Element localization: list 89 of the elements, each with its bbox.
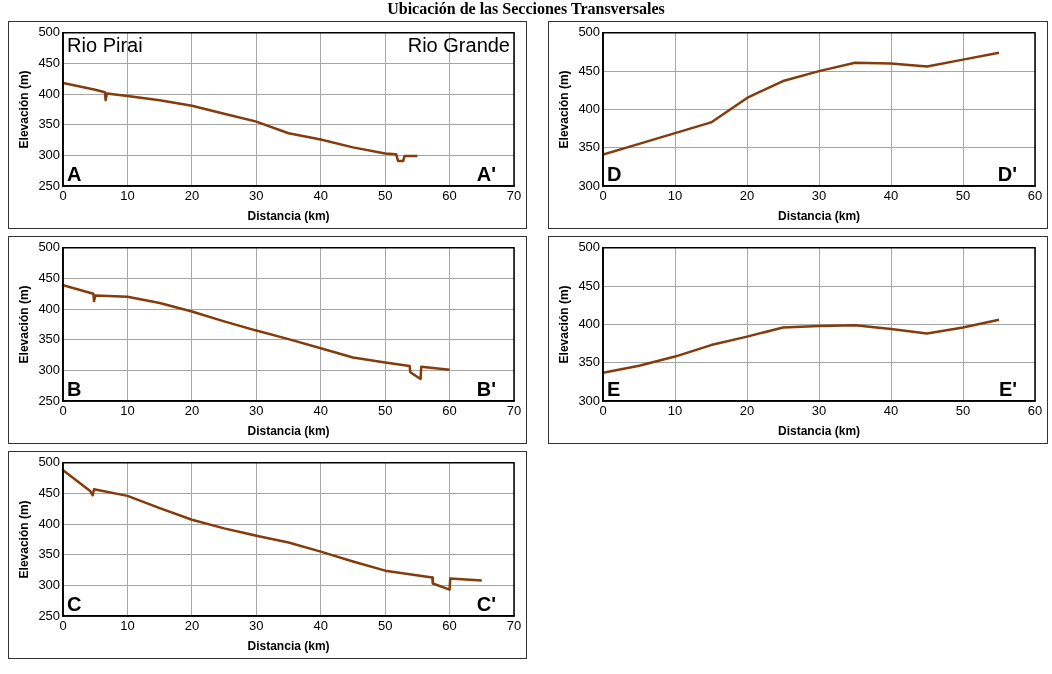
x-axis-title: Distancia (km) [247, 639, 330, 654]
x-tick-label: 60 [442, 188, 457, 204]
annotation: B [67, 377, 82, 400]
y-tick-label: 500 [578, 239, 601, 255]
y-tick-label: 250 [38, 607, 61, 623]
y-axis-title: Elevación (m) [16, 70, 31, 149]
annotation: E' [998, 377, 1017, 400]
x-tick-label: 0 [59, 188, 67, 204]
y-tick-label: 500 [38, 239, 61, 255]
y-axis-title: Elevación (m) [556, 70, 571, 149]
y-tick-label: 400 [38, 300, 61, 316]
x-tick-label: 70 [506, 188, 522, 204]
annotation: D' [997, 162, 1017, 185]
x-tick-label: 40 [883, 403, 899, 419]
y-tick-label: 350 [38, 331, 61, 347]
x-tick-label: 0 [59, 618, 67, 634]
x-tick-label: 20 [184, 403, 200, 419]
x-tick-label: 30 [249, 618, 264, 634]
annotation: A [67, 162, 82, 185]
y-tick-label: 400 [38, 85, 61, 101]
y-axis-title: Elevación (m) [16, 500, 31, 579]
annotation: C [67, 592, 82, 615]
x-axis-title: Distancia (km) [247, 424, 330, 439]
annotation: E [607, 377, 621, 400]
x-tick-label: 60 [442, 618, 457, 634]
x-tick-label: 30 [249, 403, 264, 419]
annotation: A' [476, 162, 496, 185]
y-tick-label: 450 [38, 485, 61, 501]
x-tick-label: 70 [506, 403, 522, 419]
annotation: Rio Grande [407, 34, 510, 57]
x-tick-label: 60 [442, 403, 457, 419]
x-tick-label: 30 [811, 403, 827, 419]
annotation: D [607, 162, 622, 185]
x-tick-label: 20 [739, 403, 755, 419]
y-tick-label: 400 [578, 100, 601, 116]
x-tick-label: 50 [377, 188, 393, 204]
x-tick-label: 0 [599, 188, 607, 204]
x-axis-title: Distancia (km) [247, 209, 330, 224]
x-tick-label: 40 [883, 188, 899, 204]
x-tick-label: 30 [249, 188, 264, 204]
y-tick-label: 350 [578, 354, 601, 370]
x-tick-label: 70 [506, 618, 522, 634]
x-tick-label: 40 [313, 188, 328, 204]
y-tick-label: 300 [38, 146, 61, 162]
y-tick-label: 350 [578, 139, 601, 155]
x-tick-label: 0 [599, 403, 607, 419]
x-tick-label: 20 [184, 188, 200, 204]
y-tick-label: 250 [38, 177, 61, 193]
y-tick-label: 450 [38, 55, 61, 71]
annotation: Rio Pirai [67, 34, 143, 57]
x-tick-label: 40 [313, 618, 328, 634]
x-tick-label: 10 [120, 618, 135, 634]
annotation: C' [476, 592, 496, 615]
annotation: B' [476, 377, 496, 400]
y-tick-label: 500 [578, 24, 601, 40]
y-tick-label: 450 [38, 270, 61, 286]
x-tick-label: 20 [184, 618, 200, 634]
y-axis-title: Elevación (m) [16, 285, 31, 364]
x-tick-label: 50 [955, 403, 971, 419]
x-tick-label: 10 [120, 403, 135, 419]
x-tick-label: 60 [1027, 188, 1043, 204]
x-tick-label: 50 [377, 618, 393, 634]
x-axis-title: Distancia (km) [778, 424, 861, 439]
x-tick-label: 30 [811, 188, 827, 204]
y-tick-label: 300 [38, 361, 61, 377]
y-tick-label: 350 [38, 116, 61, 132]
y-tick-label: 400 [38, 515, 61, 531]
x-tick-label: 20 [739, 188, 755, 204]
x-tick-label: 40 [313, 403, 328, 419]
y-tick-label: 400 [578, 315, 601, 331]
chart-title: Ubicación de las Secciones Transversales [386, 0, 666, 18]
y-tick-label: 500 [38, 24, 61, 40]
y-tick-label: 450 [578, 277, 601, 293]
y-tick-label: 500 [38, 454, 61, 470]
x-tick-label: 10 [120, 188, 135, 204]
y-axis-title: Elevación (m) [556, 285, 571, 364]
x-axis-title: Distancia (km) [778, 209, 861, 224]
x-tick-label: 50 [955, 188, 971, 204]
y-tick-label: 350 [38, 546, 61, 562]
x-tick-label: 10 [667, 403, 683, 419]
x-tick-label: 0 [59, 403, 67, 419]
x-tick-label: 60 [1027, 403, 1043, 419]
x-tick-label: 50 [377, 403, 393, 419]
y-tick-label: 300 [578, 177, 601, 193]
y-tick-label: 250 [38, 392, 61, 408]
y-tick-label: 450 [578, 62, 601, 78]
y-tick-label: 300 [578, 392, 601, 408]
y-tick-label: 300 [38, 576, 61, 592]
x-tick-label: 10 [667, 188, 683, 204]
